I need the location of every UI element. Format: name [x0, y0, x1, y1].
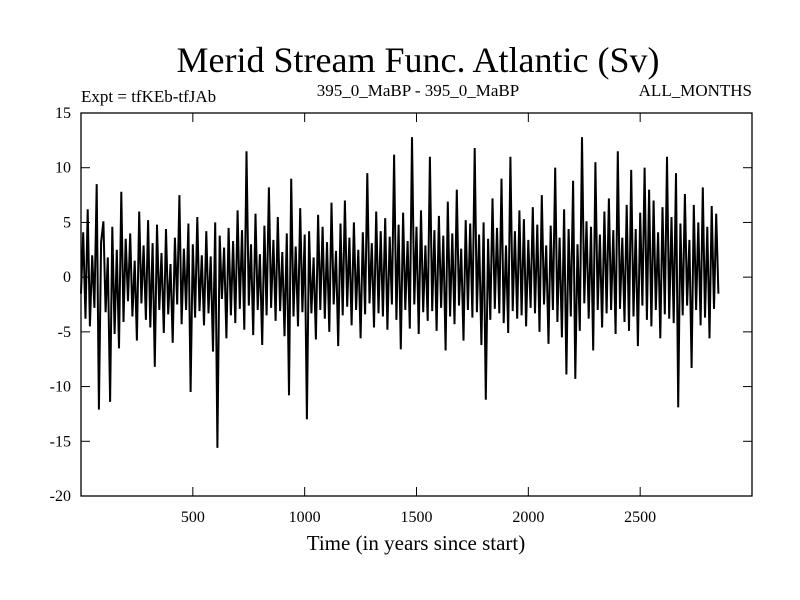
x-axis: 500 1000 1500 2000 2500	[181, 113, 656, 526]
y-axis: 15 10 5 0 -5 -10 -15 -20	[50, 105, 752, 505]
x-tick-label: 2000	[512, 509, 544, 526]
plot-area	[80, 137, 720, 448]
y-tick-label: -5	[58, 324, 71, 341]
x-tick-label: 1500	[401, 509, 433, 526]
experiment-label: Expt = tfKEb-tfJAb	[81, 87, 216, 106]
period-label: 395_0_MaBP - 395_0_MaBP	[317, 81, 519, 100]
x-tick-label: 500	[181, 509, 205, 526]
y-tick-label: -10	[50, 379, 71, 396]
plot-frame	[80, 112, 753, 497]
y-tick-label: -20	[50, 488, 71, 505]
y-tick-label: 10	[55, 160, 71, 177]
y-tick-label: 15	[55, 105, 71, 122]
x-tick-label: 1000	[289, 509, 321, 526]
chart-title: Merid Stream Func. Atlantic (Sv)	[177, 40, 660, 80]
x-axis-label: Time (in years since start)	[307, 531, 526, 555]
y-tick-label: -15	[50, 433, 71, 450]
x-tick-label: 2500	[624, 509, 656, 526]
y-tick-label: 0	[63, 269, 71, 286]
series-line-0	[80, 137, 720, 448]
season-label: ALL_MONTHS	[639, 81, 752, 100]
y-tick-label: 5	[63, 214, 71, 231]
